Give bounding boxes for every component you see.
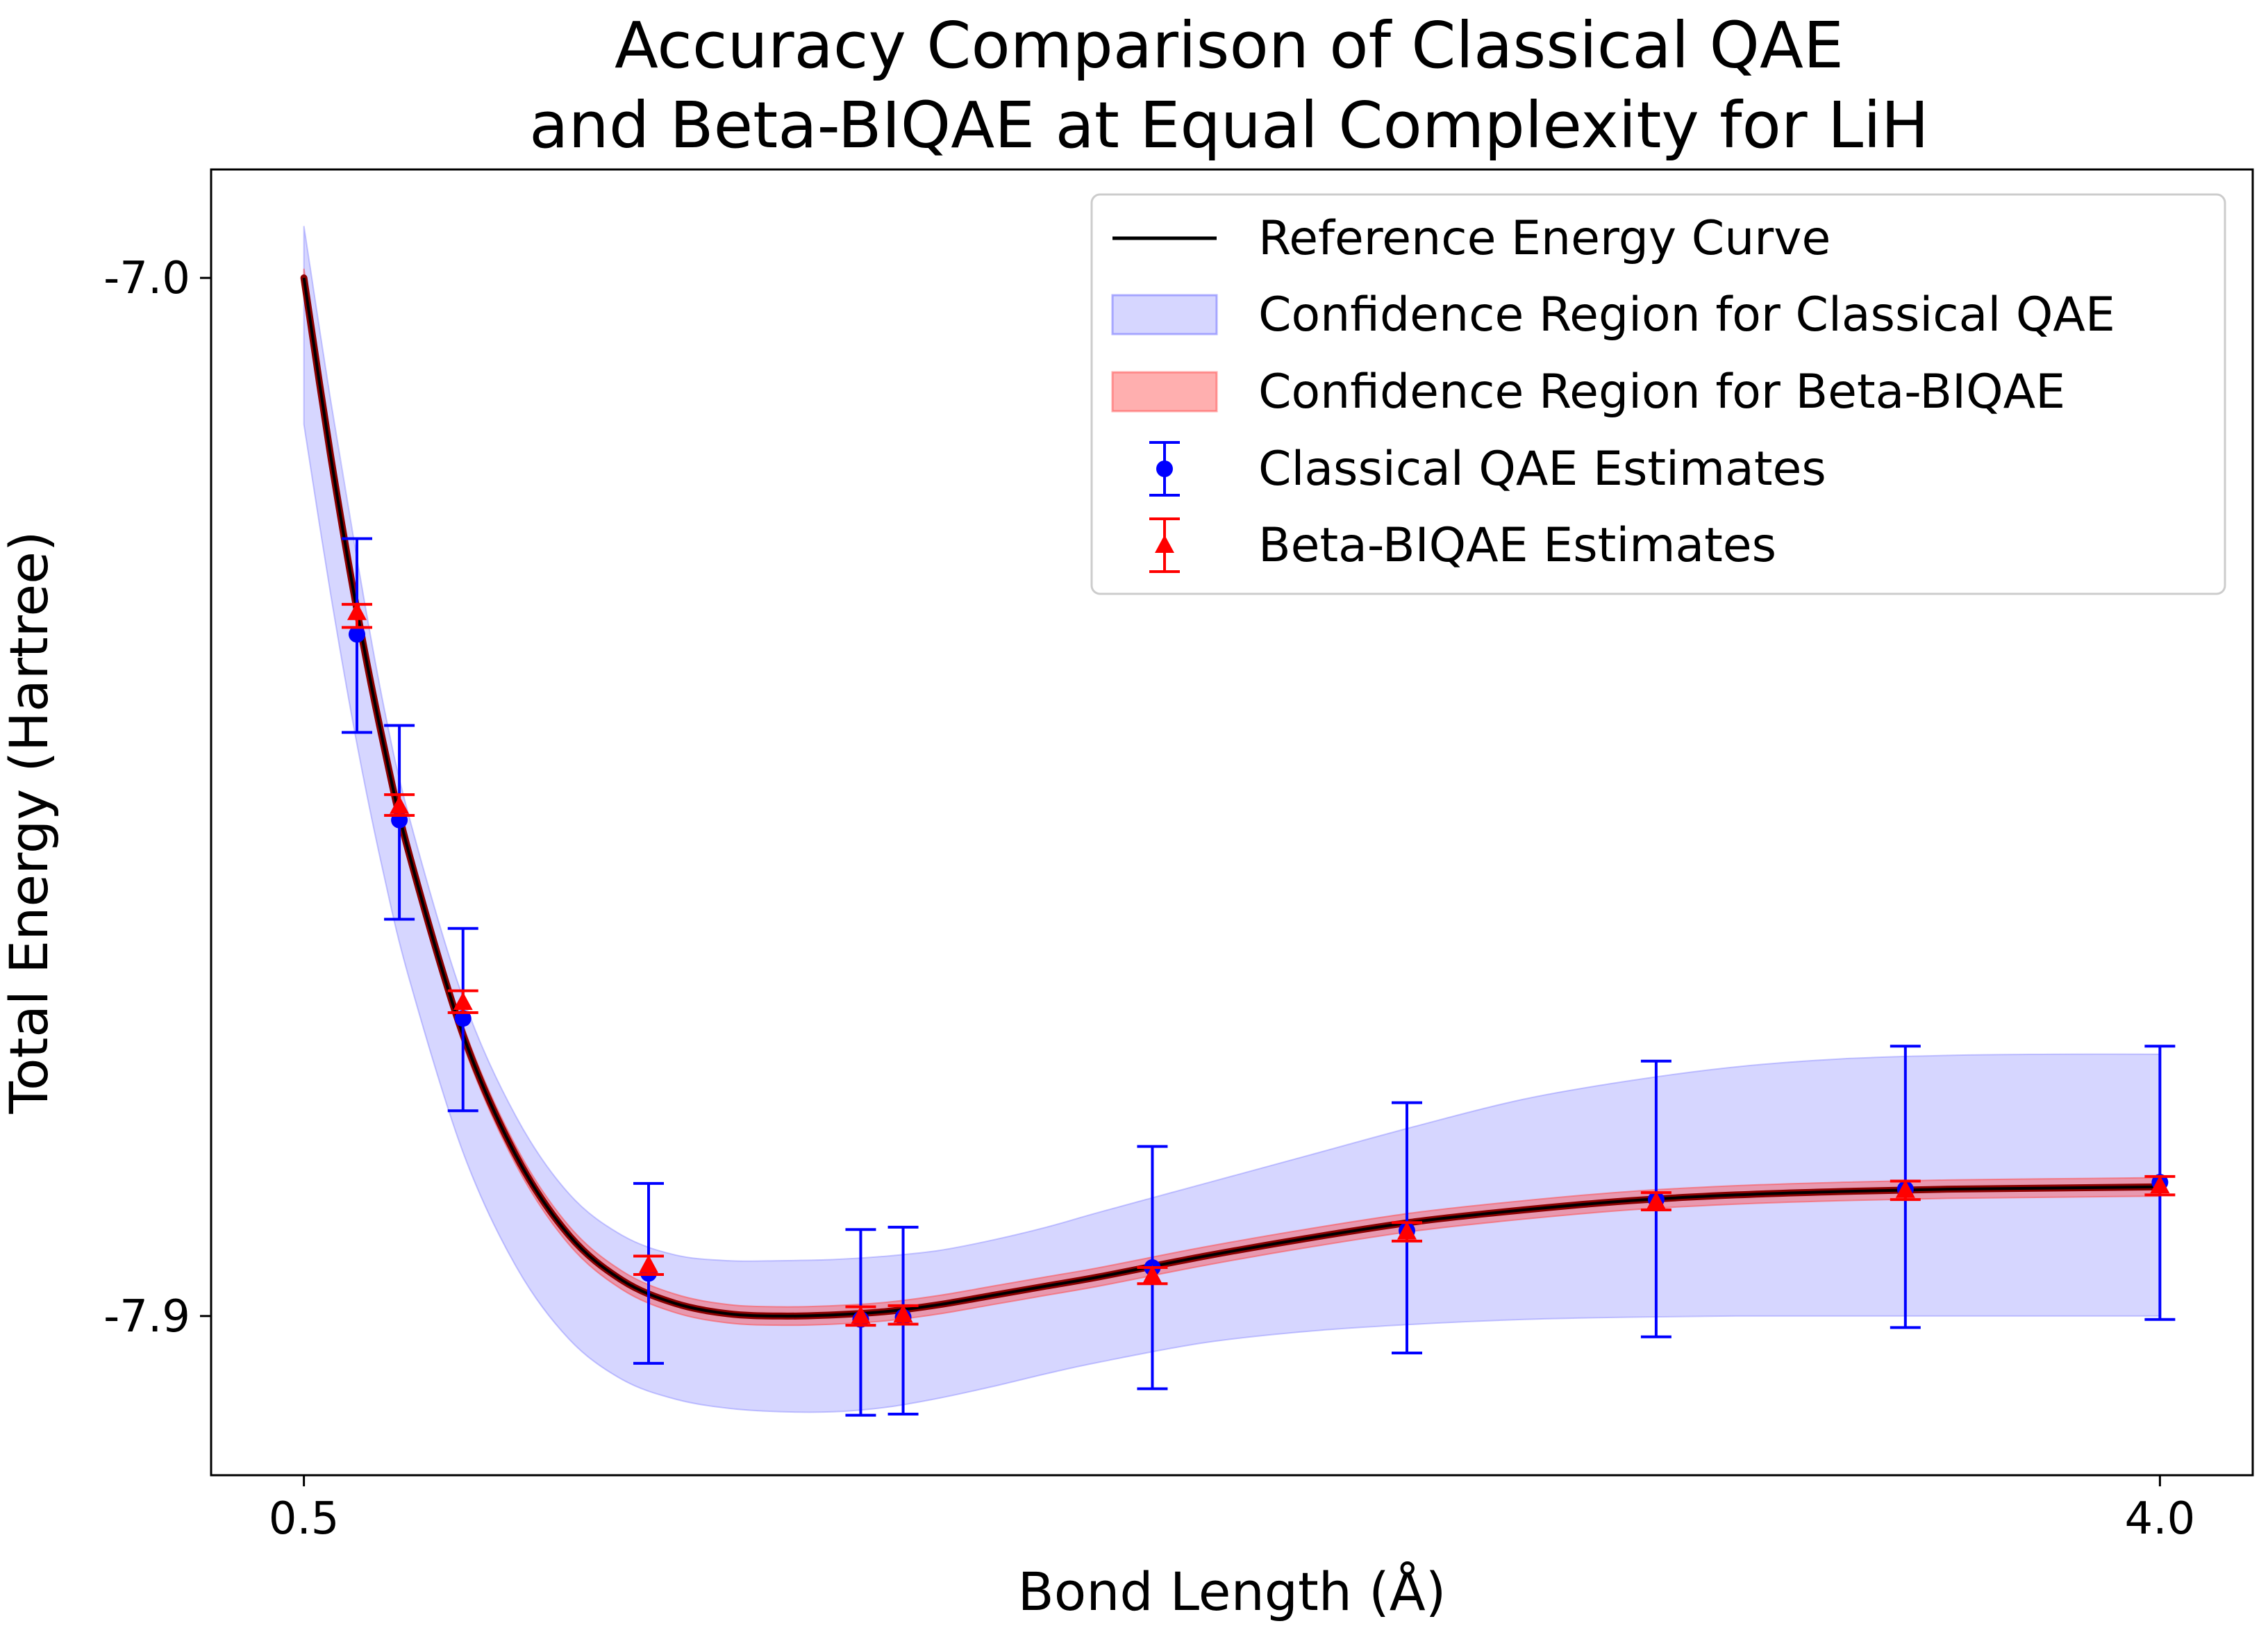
- legend-band-swatch: [1111, 294, 1218, 335]
- beta-estimate-9: [1890, 1179, 1921, 1202]
- axis-ticks: 0.5 4.0 -7.0 -7.9: [103, 253, 2195, 1545]
- beta-estimate-3: [633, 1254, 664, 1277]
- legend-triangle-marker: [1155, 535, 1174, 553]
- y-tick-label: -7.0: [103, 253, 190, 304]
- legend-item-0: Reference Energy Curve: [1112, 211, 1831, 266]
- beta-estimate-marker: [2150, 1175, 2170, 1194]
- legend-item-2: Confidence Region for Beta-BIQAE: [1111, 365, 2065, 420]
- chart-title-line-1: Accuracy Comparison of Classical QAE: [615, 8, 1844, 83]
- beta-estimate-marker: [1646, 1191, 1666, 1210]
- x-axis-label: Bond Length (Å): [1018, 1561, 1446, 1622]
- beta-estimate-1: [384, 793, 415, 817]
- beta-estimate-6: [1137, 1265, 1168, 1286]
- plot-frame: [210, 168, 2254, 1477]
- classical-estimate-marker: [454, 1010, 472, 1027]
- beta-estimate-marker: [851, 1305, 871, 1324]
- classical-estimate-marker: [349, 626, 365, 643]
- beta-estimate-0: [342, 601, 372, 629]
- beta-estimate-2: [447, 989, 478, 1015]
- x-tick-label: 0.5: [269, 1493, 340, 1545]
- chart-title-line-2: and Beta-BIQAE at Equal Complexity for L…: [529, 88, 1929, 163]
- beta-estimate-marker: [1142, 1265, 1162, 1284]
- y-tick-label: -7.9: [103, 1291, 190, 1343]
- beta-estimate-marker: [390, 795, 410, 814]
- legend-item-1: Confidence Region for Classical QAE: [1111, 288, 2115, 342]
- beta-estimate-10: [2144, 1174, 2176, 1197]
- classical-estimate-0: [342, 537, 372, 734]
- x-tick-label: 4.0: [2124, 1493, 2195, 1545]
- legend: Reference Energy Curve Confidence Region …: [1090, 193, 2226, 595]
- legend-frame: [1090, 193, 2226, 595]
- legend-item-3: Classical QAE Estimates: [1149, 441, 1826, 497]
- legend-item-4: Beta-BIQAE Estimates: [1149, 517, 1776, 573]
- legend-circle-marker: [1156, 460, 1173, 477]
- plot-area: [300, 226, 2176, 1417]
- beta-estimate-4: [845, 1305, 876, 1327]
- beta-estimate-marker: [347, 601, 367, 620]
- legend-label: Beta-BIQAE Estimates: [1258, 518, 1776, 573]
- beta-estimate-marker: [1895, 1179, 1915, 1198]
- beta-estimate-5: [887, 1304, 919, 1326]
- legend-label: Classical QAE Estimates: [1258, 442, 1826, 497]
- y-axis-label: Total Energy (Hartree): [0, 531, 60, 1114]
- legend-band-swatch: [1111, 371, 1218, 413]
- beta-estimate-8: [1640, 1191, 1671, 1212]
- legend-label: Confidence Region for Beta-BIQAE: [1258, 365, 2065, 420]
- beta-estimate-marker: [453, 992, 473, 1011]
- legend-items: Reference Energy Curve Confidence Region …: [1111, 211, 2115, 573]
- beta-estimate-marker: [639, 1254, 658, 1273]
- beta-estimate-marker: [1397, 1221, 1417, 1240]
- classical-estimate-2: [447, 927, 478, 1113]
- legend-label: Reference Energy Curve: [1258, 211, 1831, 266]
- legend-label: Confidence Region for Classical QAE: [1258, 288, 2115, 342]
- beta-estimate-7: [1392, 1221, 1422, 1243]
- beta-estimate-marker: [893, 1304, 913, 1323]
